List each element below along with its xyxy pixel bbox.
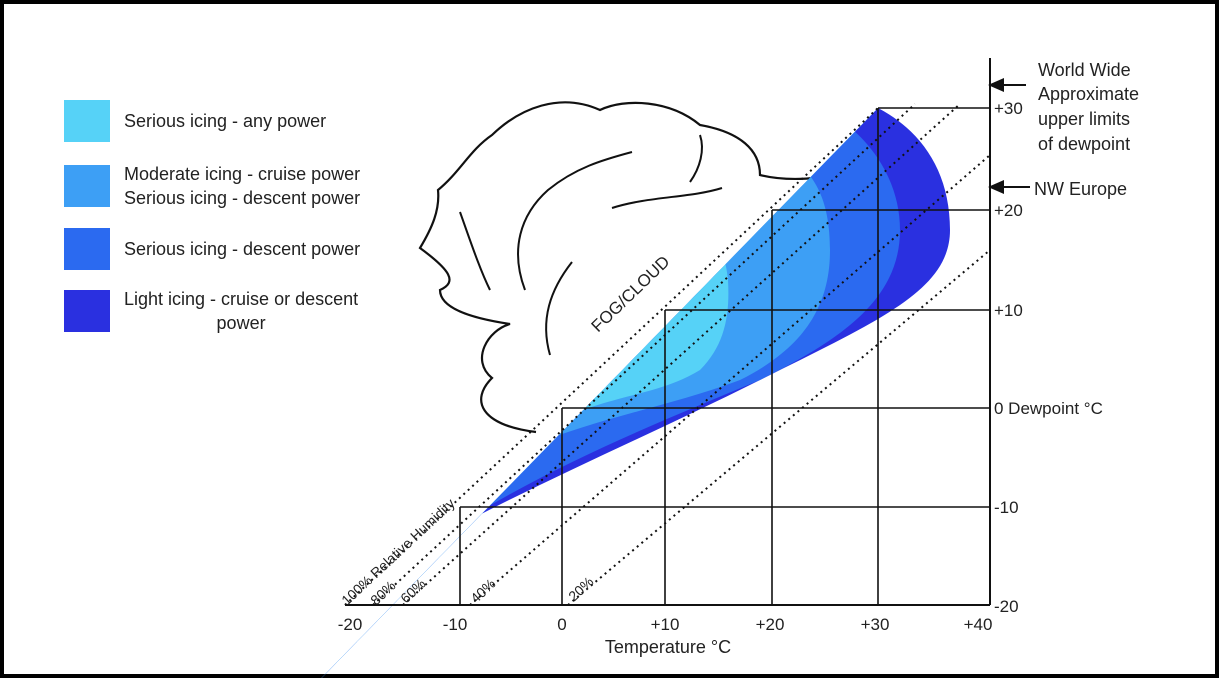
legend-swatch	[64, 228, 110, 270]
legend-swatch	[64, 100, 110, 142]
rh-label-100: 100% Relative Humidity	[338, 495, 458, 608]
humidity-labels: 100% Relative Humidity 80% 60% 40% 20%	[338, 495, 596, 608]
x-tick: -10	[443, 615, 468, 634]
cloud-inner-line	[611, 187, 723, 209]
legend-item-light: Light icing - cruise or descent power	[64, 287, 358, 335]
cloud-inner-line	[459, 211, 491, 291]
legend-label: Light icing - cruise or descent	[124, 289, 359, 309]
legend-label: power	[216, 313, 266, 333]
arrow-head-icon	[988, 78, 1004, 92]
cloud-outline	[418, 101, 841, 434]
x-tick: +30	[861, 615, 890, 634]
rh-line-20	[567, 249, 991, 606]
x-tick: 0	[557, 615, 566, 634]
annotation-line: Approximate	[1038, 84, 1139, 104]
annotation-line: upper limits	[1038, 109, 1130, 129]
y-tick-labels: +30 +20 +10 0 Dewpoint °C -10 -20	[994, 99, 1103, 616]
legend-swatch	[64, 165, 110, 207]
fog-cloud-label: FOG/CLOUD	[588, 252, 674, 336]
y-tick: +30	[994, 99, 1023, 118]
x-axis-title: Temperature °C	[605, 637, 731, 657]
annotation-line: World Wide	[1038, 60, 1131, 80]
legend-label: Serious icing - descent power	[124, 188, 361, 208]
rh-label-60: 60%	[397, 575, 428, 606]
x-tick: +20	[756, 615, 785, 634]
rh-line-100	[344, 107, 879, 606]
diagram-frame	[4, 4, 1215, 674]
arrow-head-icon	[988, 180, 1004, 194]
annotation-line: of dewpoint	[1038, 134, 1130, 154]
rh-label-20: 20%	[565, 573, 596, 604]
rh-line-60	[402, 103, 961, 606]
annotation-arrows	[988, 78, 1030, 194]
x-tick: -20	[338, 615, 363, 634]
x-tick-labels: -20 -10 0 +10 +20 +30 +40	[338, 615, 993, 634]
nw-europe-annotation: NW Europe	[1034, 179, 1127, 199]
legend-label: Serious icing - descent power	[124, 239, 361, 259]
world-wide-annotation: World Wide Approximate upper limits of d…	[1038, 60, 1139, 154]
rh-label-40: 40%	[467, 575, 498, 606]
y-tick: +20	[994, 201, 1023, 220]
grid-lines	[459, 107, 990, 605]
rh-line-40	[469, 154, 991, 606]
axes	[345, 58, 991, 606]
x-tick: +40	[964, 615, 993, 634]
y-tick: -20	[994, 597, 1019, 616]
icing-regions	[300, 108, 950, 678]
y-tick: 0 Dewpoint °C	[994, 399, 1103, 418]
legend-item-serious-descent: Serious icing - descent power	[64, 228, 360, 270]
legend-swatch	[64, 290, 110, 332]
legend-item-serious-any: Serious icing - any power	[64, 100, 326, 142]
cloud-inner-line	[689, 134, 703, 183]
cloud-inner-line	[517, 151, 633, 291]
y-tick: -10	[994, 498, 1019, 517]
x-tick: +10	[651, 615, 680, 634]
legend-label: Moderate icing - cruise power	[124, 164, 361, 184]
cloud-inner-line	[545, 261, 573, 356]
humidity-lines	[344, 103, 991, 606]
legend-item-moderate: Moderate icing - cruise power Serious ic…	[64, 162, 360, 210]
legend-label: Serious icing - any power	[124, 111, 327, 131]
y-tick: +10	[994, 301, 1023, 320]
